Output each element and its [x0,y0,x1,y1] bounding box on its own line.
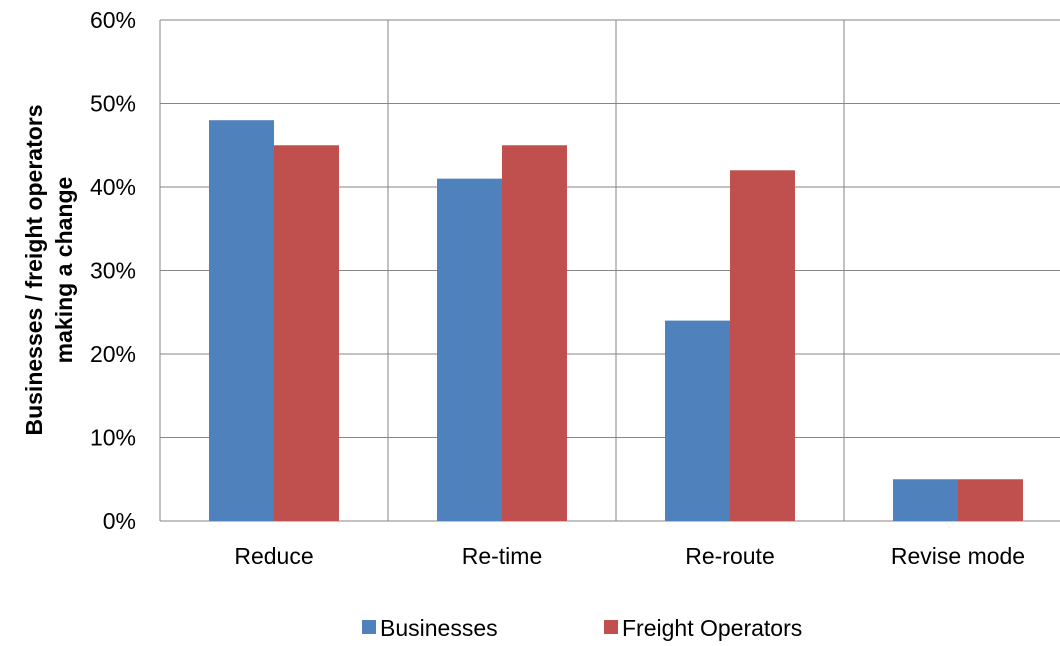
y-tick-label: 40% [90,174,136,200]
y-tick-label: 30% [90,258,136,284]
legend-label-businesses: Businesses [380,615,498,641]
x-tick-label: Revise mode [891,543,1025,569]
x-tick-label: Re-time [462,543,543,569]
y-axis-label-line-2: making a change [51,177,77,364]
bar-businesses [665,320,730,521]
bar-freight-operators [958,479,1023,521]
y-tick-label: 50% [90,91,136,117]
legend: Businesses Freight Operators [362,615,802,641]
bar-businesses [893,479,958,521]
y-tick-labels: 0% 10% 20% 30% 40% 50% 60% [90,7,136,534]
y-axis-label-line-1: Businesses / freight operators [21,104,47,435]
bar-businesses [437,178,502,521]
y-tick-label: 20% [90,341,136,367]
legend-swatch-freight-operators [604,620,618,634]
x-tick-label: Re-route [685,543,774,569]
bar-freight-operators [502,145,567,521]
bar-freight-operators [274,145,339,521]
bars [209,120,1023,522]
x-tick-label: Reduce [234,543,313,569]
x-tick-labels: Reduce Re-time Re-route Revise mode [234,543,1025,569]
y-tick-label: 60% [90,7,136,33]
bar-businesses [209,120,274,521]
legend-label-freight-operators: Freight Operators [622,615,802,641]
y-axis-label: Businesses / freight operators making a … [21,104,77,435]
legend-swatch-businesses [362,620,376,634]
y-tick-label: 0% [103,508,136,534]
bar-freight-operators [730,170,795,522]
y-tick-label: 10% [90,425,136,451]
